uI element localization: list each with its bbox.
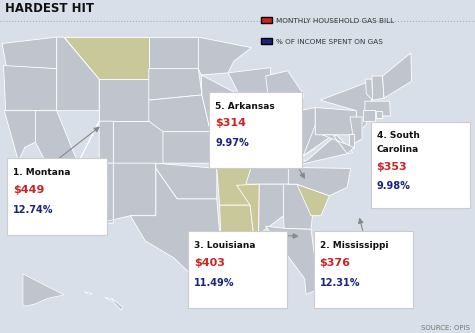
Polygon shape bbox=[36, 111, 78, 208]
Text: 9.97%: 9.97% bbox=[215, 138, 249, 148]
Text: 4. South: 4. South bbox=[377, 131, 419, 140]
Text: % OF INCOME SPENT ON GAS: % OF INCOME SPENT ON GAS bbox=[276, 39, 382, 45]
Polygon shape bbox=[238, 106, 266, 168]
Polygon shape bbox=[288, 167, 351, 196]
Text: 12.74%: 12.74% bbox=[13, 205, 54, 215]
Text: $314: $314 bbox=[215, 118, 246, 128]
Text: SOURCE: OPIS: SOURCE: OPIS bbox=[421, 325, 470, 331]
Polygon shape bbox=[365, 101, 390, 116]
Polygon shape bbox=[266, 71, 304, 110]
Polygon shape bbox=[104, 297, 114, 301]
Polygon shape bbox=[219, 205, 255, 247]
Text: 3. Louisiana: 3. Louisiana bbox=[194, 241, 255, 250]
Polygon shape bbox=[64, 37, 149, 79]
Text: $449: $449 bbox=[13, 185, 45, 195]
Polygon shape bbox=[201, 75, 240, 132]
Polygon shape bbox=[366, 79, 373, 100]
Text: 9.98%: 9.98% bbox=[377, 181, 410, 191]
Polygon shape bbox=[254, 160, 305, 168]
Polygon shape bbox=[293, 135, 353, 166]
Polygon shape bbox=[156, 163, 217, 199]
Text: $376: $376 bbox=[320, 258, 351, 268]
Polygon shape bbox=[266, 226, 319, 294]
Polygon shape bbox=[228, 68, 271, 106]
Text: HARDEST HIT: HARDEST HIT bbox=[5, 2, 94, 15]
Polygon shape bbox=[376, 111, 382, 118]
Text: 2. Mississippi: 2. Mississippi bbox=[320, 241, 388, 250]
Polygon shape bbox=[320, 79, 376, 135]
Polygon shape bbox=[372, 76, 384, 100]
Polygon shape bbox=[149, 37, 199, 69]
Text: $403: $403 bbox=[194, 258, 225, 268]
Polygon shape bbox=[297, 184, 330, 216]
Text: Carolina: Carolina bbox=[377, 145, 419, 154]
Text: 12.31%: 12.31% bbox=[320, 278, 360, 288]
Polygon shape bbox=[284, 184, 313, 229]
Polygon shape bbox=[349, 134, 354, 149]
Polygon shape bbox=[84, 291, 92, 294]
Polygon shape bbox=[212, 125, 254, 168]
Polygon shape bbox=[363, 110, 376, 121]
Polygon shape bbox=[217, 168, 251, 205]
Polygon shape bbox=[4, 111, 74, 210]
Polygon shape bbox=[323, 135, 354, 154]
Polygon shape bbox=[2, 37, 57, 69]
Text: MONTHLY HOUSEHOLD GAS BILL: MONTHLY HOUSEHOLD GAS BILL bbox=[276, 18, 394, 24]
Polygon shape bbox=[382, 53, 412, 98]
Polygon shape bbox=[149, 95, 210, 132]
Text: 11.49%: 11.49% bbox=[194, 278, 234, 288]
Polygon shape bbox=[74, 163, 114, 223]
Polygon shape bbox=[3, 66, 57, 111]
Polygon shape bbox=[266, 107, 285, 159]
Polygon shape bbox=[78, 121, 114, 163]
Polygon shape bbox=[99, 163, 156, 223]
Polygon shape bbox=[246, 167, 307, 184]
Polygon shape bbox=[350, 117, 362, 143]
Polygon shape bbox=[315, 108, 356, 135]
Text: $353: $353 bbox=[377, 162, 407, 171]
Polygon shape bbox=[237, 184, 259, 247]
Polygon shape bbox=[163, 132, 215, 163]
Polygon shape bbox=[285, 108, 315, 156]
Text: 5. Arkansas: 5. Arkansas bbox=[215, 102, 275, 111]
Polygon shape bbox=[199, 37, 251, 75]
Polygon shape bbox=[99, 79, 149, 121]
Polygon shape bbox=[23, 274, 64, 306]
Polygon shape bbox=[303, 125, 333, 156]
Polygon shape bbox=[149, 69, 202, 100]
Polygon shape bbox=[111, 298, 123, 310]
Text: 1. Montana: 1. Montana bbox=[13, 168, 71, 177]
Polygon shape bbox=[114, 121, 163, 163]
Polygon shape bbox=[130, 168, 220, 279]
Polygon shape bbox=[258, 184, 284, 234]
Polygon shape bbox=[57, 37, 99, 111]
